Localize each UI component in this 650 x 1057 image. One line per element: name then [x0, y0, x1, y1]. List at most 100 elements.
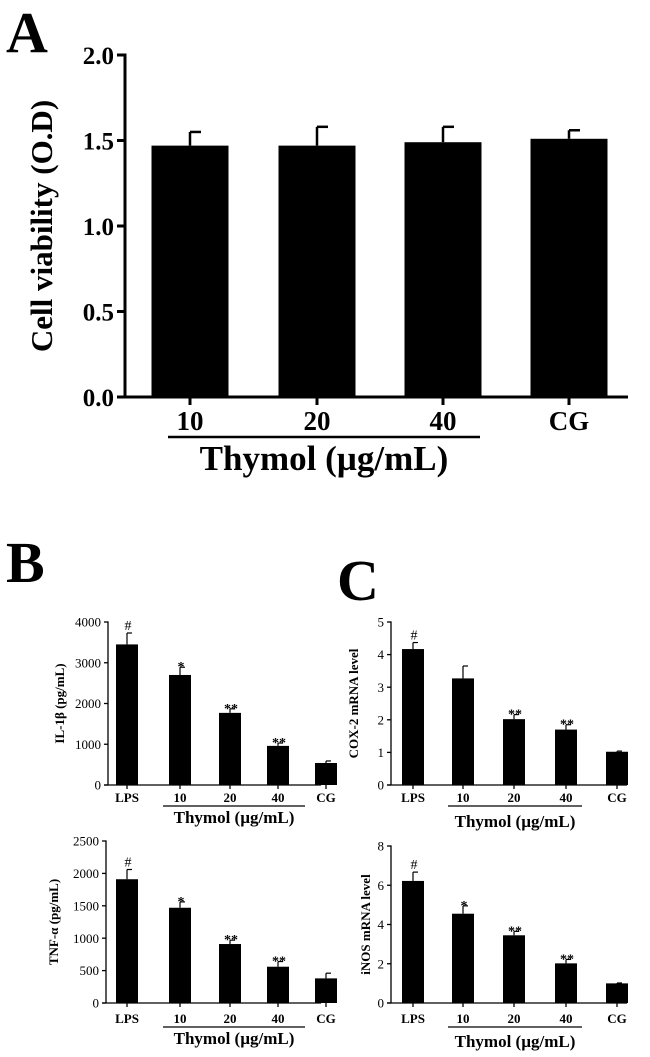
y-tick-label: 2	[378, 956, 385, 971]
panel-label-b: B	[6, 530, 45, 595]
significance-marker: #	[125, 856, 132, 871]
chart-a: 0.0 0.5 1.0 1.5 2.0 10 20 40 CG Thymol (µg/mL) Cel…	[24, 43, 628, 478]
chart-b-top: 0 1000 2000 3000 4000 # LPS * 10 ** 20 ** 40 CG Thymol…	[52, 615, 337, 827]
y-tick-label: 5	[378, 615, 385, 630]
y-tick-label: 8	[378, 839, 385, 854]
x-tick-label: LPS	[401, 790, 425, 805]
x-tick-label: 20	[508, 790, 521, 805]
x-axis-label: Thymol (µg/mL)	[455, 812, 576, 831]
bar	[452, 913, 474, 1003]
bar	[315, 978, 337, 1003]
x-axis-label: Thymol (µg/mL)	[174, 1029, 295, 1048]
bar	[169, 907, 191, 1003]
bar	[151, 145, 229, 397]
bar	[503, 719, 525, 785]
bar	[315, 762, 337, 785]
x-tick-label: 40	[430, 406, 457, 436]
y-axis-label: iNOS mRNA level	[358, 874, 373, 975]
bar	[530, 138, 608, 398]
bar	[116, 644, 138, 785]
significance-marker: *	[461, 899, 468, 914]
x-tick-label: 40	[560, 1011, 573, 1026]
bar	[606, 751, 628, 785]
x-tick-label: LPS	[115, 790, 139, 805]
y-tick-label: 3	[378, 680, 385, 695]
y-tick-label: 4000	[75, 615, 101, 630]
significance-marker: **	[508, 708, 522, 723]
bar	[606, 983, 628, 1003]
x-tick-label: 10	[177, 406, 204, 436]
x-tick-label: CG	[316, 1011, 336, 1026]
significance-marker: **	[272, 736, 286, 751]
x-tick-label: LPS	[115, 1011, 139, 1026]
y-tick-label: 0	[93, 996, 100, 1011]
significance-marker: *	[178, 895, 185, 910]
y-tick-label: 2500	[73, 834, 99, 849]
y-tick-label: 500	[80, 963, 100, 978]
bar	[402, 649, 424, 785]
x-axis-label: Thymol (µg/mL)	[455, 1032, 576, 1051]
x-tick-label: 20	[508, 1011, 521, 1026]
y-tick-label: 0	[95, 778, 102, 793]
x-tick-label: 20	[224, 1011, 237, 1026]
y-tick-label: 6	[378, 878, 385, 893]
chart-c-bottom: 0 2 4 6 8 # LPS * 10 ** 20 ** 40 CG Thymol (µg/mL) iNOS…	[358, 839, 628, 1051]
x-tick-label: 40	[560, 790, 573, 805]
significance-marker: **	[508, 924, 522, 939]
bar	[555, 963, 577, 1003]
bar	[452, 678, 474, 785]
y-tick-label: 1	[378, 745, 385, 760]
significance-marker: **	[224, 702, 238, 717]
significance-marker: #	[125, 619, 132, 634]
y-tick-label: 1.0	[83, 214, 114, 241]
bar	[555, 729, 577, 785]
x-tick-label: 20	[304, 406, 331, 436]
y-tick-label: 0	[378, 996, 385, 1011]
y-tick-label: 1.5	[83, 128, 114, 155]
significance-marker: **	[272, 955, 286, 970]
bar	[219, 944, 241, 1003]
significance-marker: **	[560, 952, 574, 967]
x-tick-label: 40	[272, 790, 285, 805]
y-tick-label: 4	[378, 917, 385, 932]
panel-label-c: C	[337, 548, 379, 613]
x-tick-label: CG	[549, 406, 590, 436]
significance-marker: **	[224, 933, 238, 948]
bar	[169, 674, 191, 785]
y-tick-label: 2	[378, 712, 385, 727]
x-tick-label: CG	[607, 1011, 627, 1026]
x-tick-label: 10	[174, 790, 187, 805]
x-tick-label: 10	[174, 1011, 187, 1026]
x-axis-label: Thymol (µg/mL)	[174, 808, 295, 827]
y-tick-label: 1500	[73, 898, 99, 913]
y-tick-label: 0.0	[83, 385, 114, 412]
y-tick-label: 3000	[75, 655, 101, 670]
significance-marker: #	[411, 629, 418, 644]
x-tick-label: CG	[316, 790, 336, 805]
x-tick-label: LPS	[401, 1011, 425, 1026]
bar	[404, 142, 482, 397]
bar	[116, 879, 138, 1003]
chart-c-top: 0 1 2 3 4 5 # LPS 10 ** 20 ** 40 CG Thymol (µg/mL) COX-…	[346, 615, 628, 831]
x-tick-label: 20	[224, 790, 237, 805]
bar	[267, 966, 289, 1003]
x-tick-label: 40	[272, 1011, 285, 1026]
significance-marker: #	[411, 858, 418, 873]
y-axis-label: TNF-α (pg/mL)	[46, 879, 61, 965]
y-tick-label: 1000	[73, 931, 99, 946]
bar	[278, 145, 356, 397]
y-tick-label: 0.5	[83, 299, 114, 326]
significance-marker: **	[560, 718, 574, 733]
y-tick-label: 4	[378, 647, 385, 662]
bar	[219, 712, 241, 785]
x-axis-label: Thymol (µg/mL)	[200, 439, 449, 478]
chart-b-bottom: 0 500 1000 1500 2000 2500 # LPS * 10 ** 20 ** 40 CG Thy…	[46, 834, 337, 1048]
panel-label-a: A	[6, 0, 48, 65]
y-axis-label: Cell viability (O.D)	[24, 100, 59, 352]
y-tick-label: 2.0	[83, 43, 114, 70]
bar	[503, 935, 525, 1003]
y-tick-label: 0	[378, 778, 385, 793]
y-axis-label: COX-2 mRNA level	[346, 648, 361, 758]
